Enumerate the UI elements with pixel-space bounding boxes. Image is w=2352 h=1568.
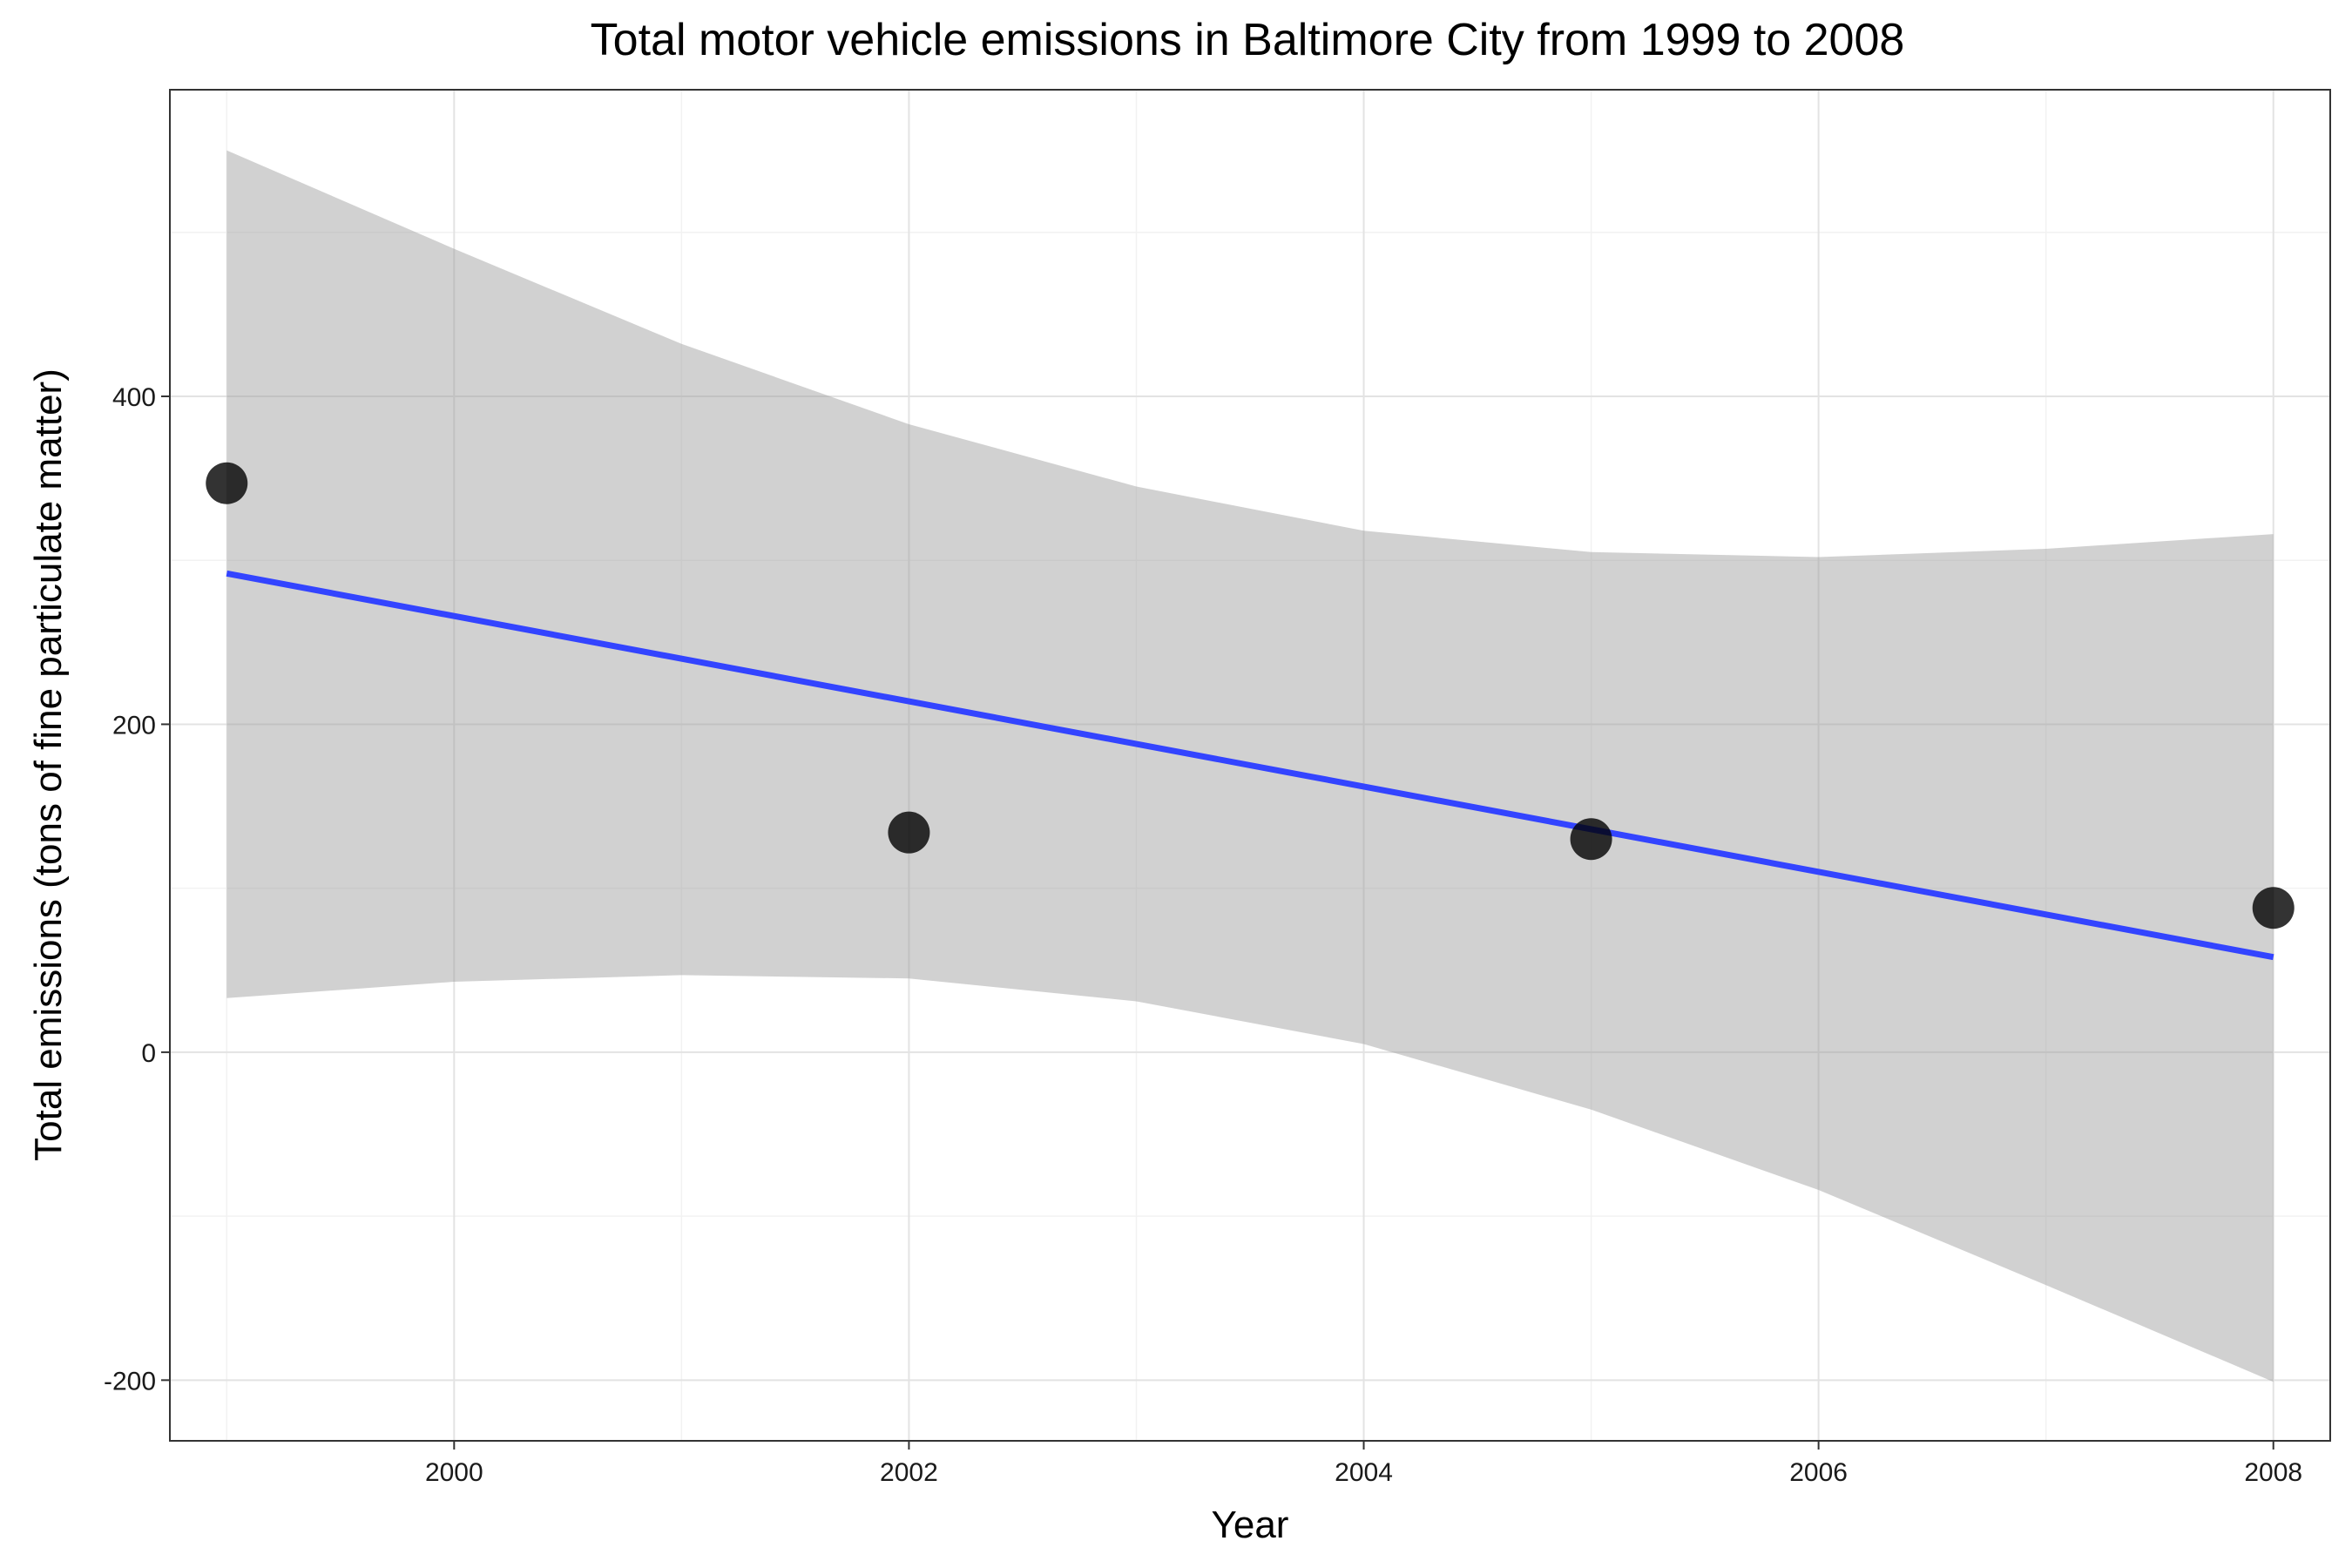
y-tick-label: 400 xyxy=(112,383,156,412)
x-axis: 2000 2002 2004 2006 2008 xyxy=(425,1441,2302,1487)
data-point xyxy=(1570,818,1612,861)
y-tick-label: 200 xyxy=(112,711,156,740)
x-tick-label: 2008 xyxy=(2244,1458,2302,1487)
x-tick-label: 2002 xyxy=(880,1458,938,1487)
data-point xyxy=(206,462,248,504)
x-tick-label: 2004 xyxy=(1335,1458,1393,1487)
y-axis-title: Total emissions (tons of fine particulat… xyxy=(27,368,70,1161)
x-tick-label: 2006 xyxy=(1789,1458,1848,1487)
regression-line xyxy=(226,570,2274,961)
data-point xyxy=(2252,887,2295,929)
plot-border xyxy=(169,89,2331,1442)
x-tick-label: 2000 xyxy=(425,1458,483,1487)
data-points xyxy=(206,462,2295,929)
data-point xyxy=(888,811,930,854)
x-axis-title: Year xyxy=(1212,1504,1289,1546)
y-tick-label: 0 xyxy=(141,1039,156,1068)
y-tick-label: -200 xyxy=(104,1367,156,1396)
y-axis: -200 0 200 400 xyxy=(104,383,170,1396)
grid-lines xyxy=(170,90,2330,1441)
chart-title: Total motor vehicle emissions in Baltimo… xyxy=(591,15,1905,65)
